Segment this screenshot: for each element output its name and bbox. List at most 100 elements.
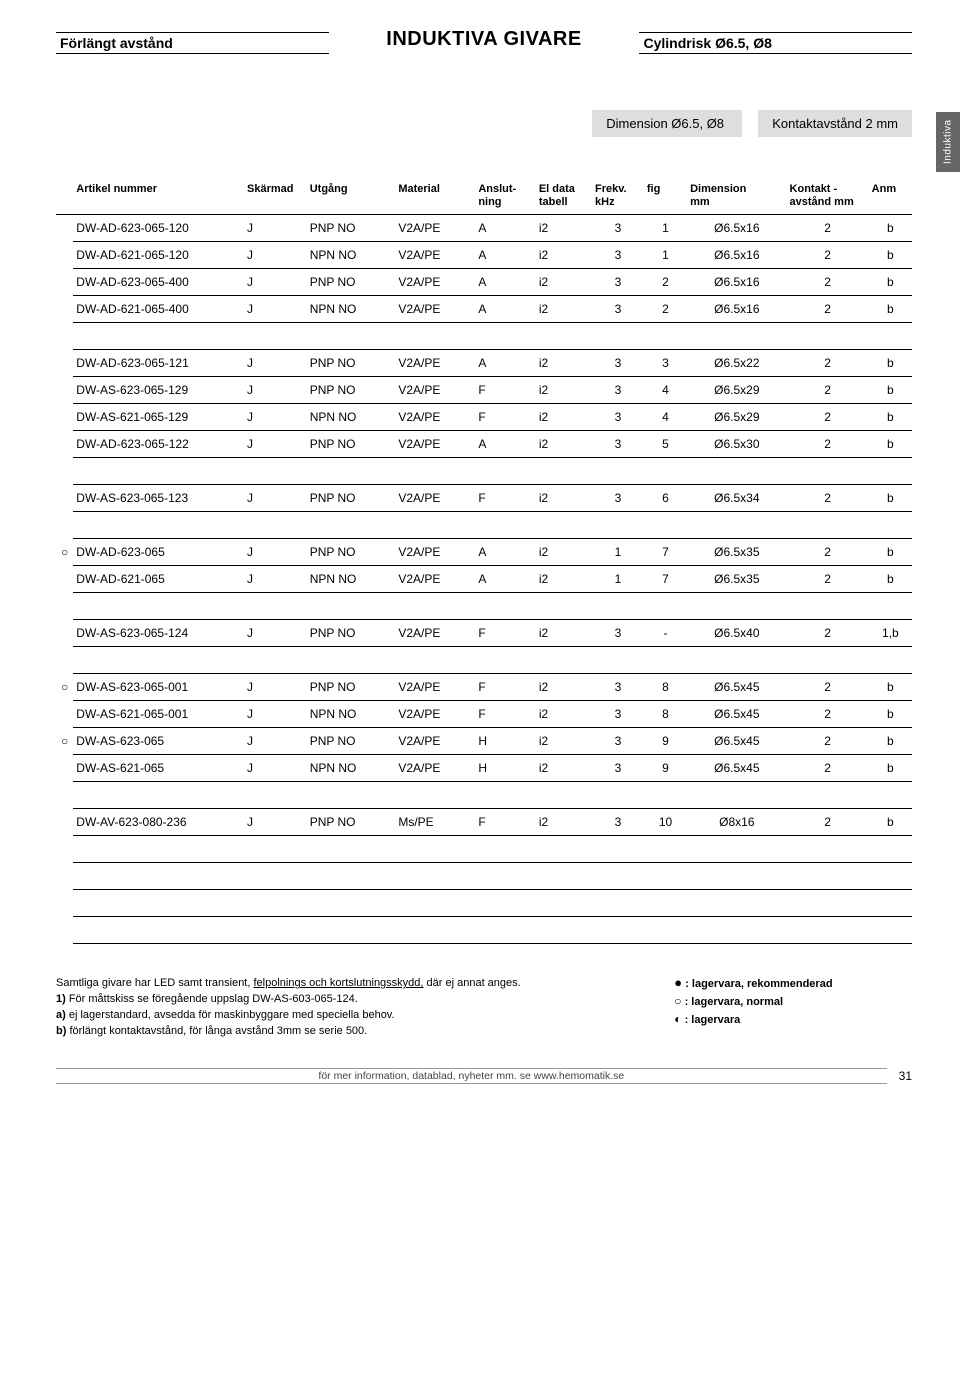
th-anslutning: Anslut-ning <box>475 181 536 215</box>
table-row <box>56 863 912 890</box>
cell-frekv: 3 <box>592 296 644 323</box>
cell-kontakt: 2 <box>787 728 869 755</box>
cell-anm: b <box>869 242 912 269</box>
cell-eldata: i2 <box>536 350 592 377</box>
header-title: INDUKTIVA GIVARE <box>339 28 630 54</box>
cell-artikel: DW-AS-621-065-129 <box>73 404 244 431</box>
cell-artikel: DW-AD-623-065-400 <box>73 269 244 296</box>
cell-skarmad: J <box>244 701 307 728</box>
cell-fig: 7 <box>644 566 687 593</box>
cell-anm: b <box>869 296 912 323</box>
cell-frekv: 3 <box>592 674 644 701</box>
table-row: DW-AS-623-065-124JPNP NOV2A/PEFi23-Ø6.5x… <box>56 620 912 647</box>
table-row <box>56 890 912 917</box>
cell-material: V2A/PE <box>395 431 475 458</box>
footer-text: för mer information, datablad, nyheter m… <box>56 1068 887 1084</box>
cell-fig: 8 <box>644 701 687 728</box>
cell-anslutning: F <box>475 485 536 512</box>
cell-material: V2A/PE <box>395 296 475 323</box>
cell-artikel: DW-AS-623-065-129 <box>73 377 244 404</box>
cell-dimension: Ø6.5x45 <box>687 755 786 782</box>
cell-anm: b <box>869 215 912 242</box>
cell-kontakt: 2 <box>787 404 869 431</box>
th-anm: Anm <box>869 181 912 215</box>
side-tab: Induktiva <box>936 112 960 172</box>
cell-anm: b <box>869 431 912 458</box>
row-bullet: ○ <box>56 728 73 755</box>
cell-artikel: DW-AS-623-065 <box>73 728 244 755</box>
cell-skarmad: J <box>244 566 307 593</box>
cell-material: V2A/PE <box>395 701 475 728</box>
cell-anm: b <box>869 674 912 701</box>
cell-eldata: i2 <box>536 431 592 458</box>
cell-material: V2A/PE <box>395 215 475 242</box>
cell-material: V2A/PE <box>395 566 475 593</box>
th-fig: fig <box>644 181 687 215</box>
cell-kontakt: 2 <box>787 431 869 458</box>
th-frekv: Frekv.kHz <box>592 181 644 215</box>
cell-fig: 5 <box>644 431 687 458</box>
row-bullet <box>56 701 73 728</box>
table-row: DW-AD-621-065-400JNPN NOV2A/PEAi232Ø6.5x… <box>56 296 912 323</box>
cell-artikel: DW-AS-623-065-123 <box>73 485 244 512</box>
cell-artikel: DW-AD-623-065-122 <box>73 431 244 458</box>
cell-fig: 6 <box>644 485 687 512</box>
cell-artikel: DW-AS-621-065-001 <box>73 701 244 728</box>
cell-kontakt: 2 <box>787 215 869 242</box>
cell-artikel: DW-AD-621-065-400 <box>73 296 244 323</box>
table-row: DW-AD-623-065-120JPNP NOV2A/PEAi231Ø6.5x… <box>56 215 912 242</box>
cell-eldata: i2 <box>536 755 592 782</box>
cell-eldata: i2 <box>536 215 592 242</box>
cell-material: V2A/PE <box>395 674 475 701</box>
cell-artikel: DW-AS-623-065-124 <box>73 620 244 647</box>
cell-material: V2A/PE <box>395 404 475 431</box>
cell-anslutning: F <box>475 377 536 404</box>
cell-frekv: 3 <box>592 404 644 431</box>
subheader-kontakt: Kontaktavstånd 2 mm <box>758 110 912 137</box>
cell-anslutning: A <box>475 431 536 458</box>
cell-dimension: Ø6.5x34 <box>687 485 786 512</box>
footnote-1: 1)1) För måttskiss se föregående uppslag… <box>56 992 650 1008</box>
table-row: DW-AD-623-065-121JPNP NOV2A/PEAi233Ø6.5x… <box>56 350 912 377</box>
cell-anm: b <box>869 728 912 755</box>
cell-utgang: PNP NO <box>307 377 396 404</box>
cell-fig: 9 <box>644 728 687 755</box>
row-bullet <box>56 269 73 296</box>
cell-dimension: Ø6.5x45 <box>687 701 786 728</box>
cell-dimension: Ø6.5x35 <box>687 566 786 593</box>
row-bullet <box>56 350 73 377</box>
header-right: Cylindrisk Ø6.5, Ø8 <box>639 32 912 54</box>
cell-frekv: 3 <box>592 755 644 782</box>
row-bullet <box>56 809 73 836</box>
cell-frekv: 3 <box>592 215 644 242</box>
cell-fig: 1 <box>644 242 687 269</box>
cell-eldata: i2 <box>536 809 592 836</box>
cell-material: V2A/PE <box>395 350 475 377</box>
cell-utgang: PNP NO <box>307 485 396 512</box>
cell-skarmad: J <box>244 242 307 269</box>
cell-utgang: NPN NO <box>307 701 396 728</box>
cell-dimension: Ø6.5x29 <box>687 377 786 404</box>
cell-kontakt: 2 <box>787 755 869 782</box>
cell-anslutning: F <box>475 620 536 647</box>
cell-utgang: NPN NO <box>307 755 396 782</box>
th-skarmad: Skärmad <box>244 181 307 215</box>
page-header: Förlängt avstånd INDUKTIVA GIVARE Cylind… <box>56 28 912 60</box>
cell-skarmad: J <box>244 485 307 512</box>
cell-anslutning: A <box>475 566 536 593</box>
cell-anm: b <box>869 485 912 512</box>
table-row <box>56 593 912 620</box>
cell-anslutning: F <box>475 809 536 836</box>
cell-material: V2A/PE <box>395 377 475 404</box>
cell-frekv: 3 <box>592 701 644 728</box>
table-row: DW-AD-621-065-120JNPN NOV2A/PEAi231Ø6.5x… <box>56 242 912 269</box>
row-bullet: ○ <box>56 674 73 701</box>
cell-skarmad: J <box>244 377 307 404</box>
cell-skarmad: J <box>244 620 307 647</box>
cell-fig: 4 <box>644 404 687 431</box>
subheader: Dimension Ø6.5, Ø8 Kontaktavstånd 2 mm <box>56 110 912 137</box>
cell-fig: 10 <box>644 809 687 836</box>
cell-utgang: PNP NO <box>307 809 396 836</box>
cell-skarmad: J <box>244 674 307 701</box>
cell-eldata: i2 <box>536 539 592 566</box>
